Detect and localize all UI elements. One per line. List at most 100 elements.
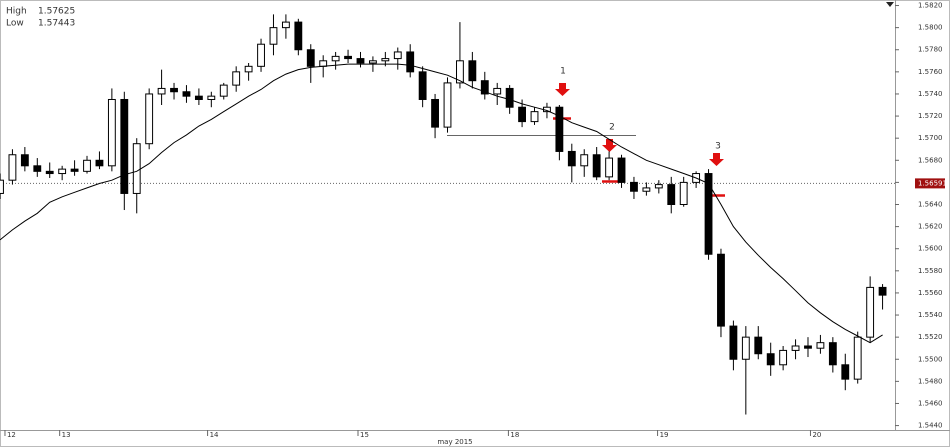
y-tick-label: 1.5740	[918, 90, 943, 98]
annotation-arrow	[709, 153, 724, 166]
candle-body	[145, 93, 154, 145]
y-tick-label: 1.5640	[918, 200, 943, 208]
candle-body	[642, 187, 651, 192]
candle-body	[518, 106, 527, 123]
candle-body	[170, 87, 178, 93]
low-label: Low	[6, 19, 24, 29]
y-tick-label: 1.5520	[918, 333, 943, 341]
candle-body	[443, 82, 452, 128]
annotation-label: 1	[560, 67, 566, 77]
candle-body	[679, 181, 688, 205]
y-tick-label: 1.5780	[918, 46, 943, 54]
candle-body	[791, 345, 800, 351]
candle-body	[605, 157, 614, 178]
candle-body	[741, 336, 750, 360]
y-tick-label: 1.5720	[918, 112, 943, 120]
x-tick-label: 13	[62, 431, 71, 439]
x-tick-label: 20	[812, 431, 821, 439]
candle-body	[381, 58, 390, 62]
candle-body	[456, 60, 464, 84]
candle-body	[729, 325, 738, 360]
y-tick-label: 1.5540	[918, 311, 943, 319]
x-tick-label: 12	[7, 431, 16, 439]
x-tick-label: 19	[660, 431, 669, 439]
candle-body	[83, 159, 91, 172]
candle-body	[244, 65, 253, 73]
candle-body	[194, 95, 203, 100]
candle-body	[306, 49, 315, 67]
candle-body	[232, 71, 241, 86]
low-value: 1.57443	[38, 19, 75, 29]
candle-body	[157, 87, 166, 95]
x-axis-label: may 2015	[437, 438, 472, 446]
y-tick-label: 1.5560	[918, 289, 943, 297]
y-tick-label: 1.5620	[918, 223, 943, 231]
current-price-label: 1.56591	[918, 179, 947, 187]
candle-body	[779, 349, 788, 366]
candle-body	[8, 154, 17, 181]
y-tick-label: 1.5800	[918, 24, 943, 32]
candle-body	[841, 364, 850, 380]
candle-body	[630, 181, 638, 192]
candle-body	[0, 179, 4, 194]
annotation-arrow	[555, 83, 570, 96]
candle-body	[182, 91, 191, 97]
candle-body	[704, 173, 713, 255]
candle-body	[70, 168, 79, 172]
candle-body	[281, 21, 290, 29]
candle-body	[828, 342, 837, 366]
x-tick-label: 15	[360, 431, 369, 439]
candle-body	[754, 336, 763, 355]
candle-body	[853, 336, 862, 380]
candle-body	[406, 51, 415, 73]
candle-body	[294, 21, 303, 51]
candle-body	[219, 84, 228, 97]
candle-body	[866, 286, 875, 338]
annotation-arrow	[602, 139, 617, 152]
candle-body	[878, 286, 887, 296]
candle-body	[617, 157, 626, 183]
candle-body	[717, 253, 725, 327]
candle-body	[269, 27, 278, 45]
y-tick-label: 1.5680	[918, 156, 943, 164]
candle-body	[207, 95, 216, 100]
menu-triangle[interactable]	[886, 2, 894, 7]
x-tick-label: 18	[510, 431, 519, 439]
candle-body	[816, 342, 825, 349]
candle-body	[356, 58, 365, 64]
y-tick-label: 1.5820	[918, 2, 943, 10]
candle-body	[480, 80, 489, 95]
candle-body	[505, 87, 514, 108]
candle-body	[654, 184, 663, 189]
candle-body	[257, 43, 265, 67]
current-price-box	[915, 178, 945, 189]
candle-body	[580, 154, 589, 167]
candle-body	[368, 60, 377, 64]
candle-body	[667, 184, 676, 205]
candle-body	[493, 87, 502, 95]
candle-body	[431, 98, 439, 128]
y-tick-label: 1.5440	[918, 422, 943, 430]
candle-body	[33, 165, 42, 172]
y-tick-label: 1.5480	[918, 377, 943, 385]
candle-body	[393, 51, 402, 60]
candle-body	[804, 345, 812, 349]
y-tick-label: 1.5580	[918, 267, 943, 275]
candle-body	[45, 170, 54, 175]
candle-body	[95, 159, 104, 167]
candle-body	[120, 98, 129, 194]
candle-body	[468, 60, 477, 82]
y-tick-label: 1.5760	[918, 68, 943, 76]
candle-body	[319, 60, 328, 67]
annotation-label: 3	[715, 142, 721, 152]
candle-body	[592, 154, 601, 178]
high-label: High	[6, 7, 27, 17]
candle-body	[58, 168, 67, 175]
candle-body	[107, 98, 116, 167]
candle-body	[344, 55, 352, 60]
annotation-label: 2	[609, 123, 615, 133]
candle-body	[418, 71, 427, 100]
high-value: 1.57625	[38, 7, 75, 17]
